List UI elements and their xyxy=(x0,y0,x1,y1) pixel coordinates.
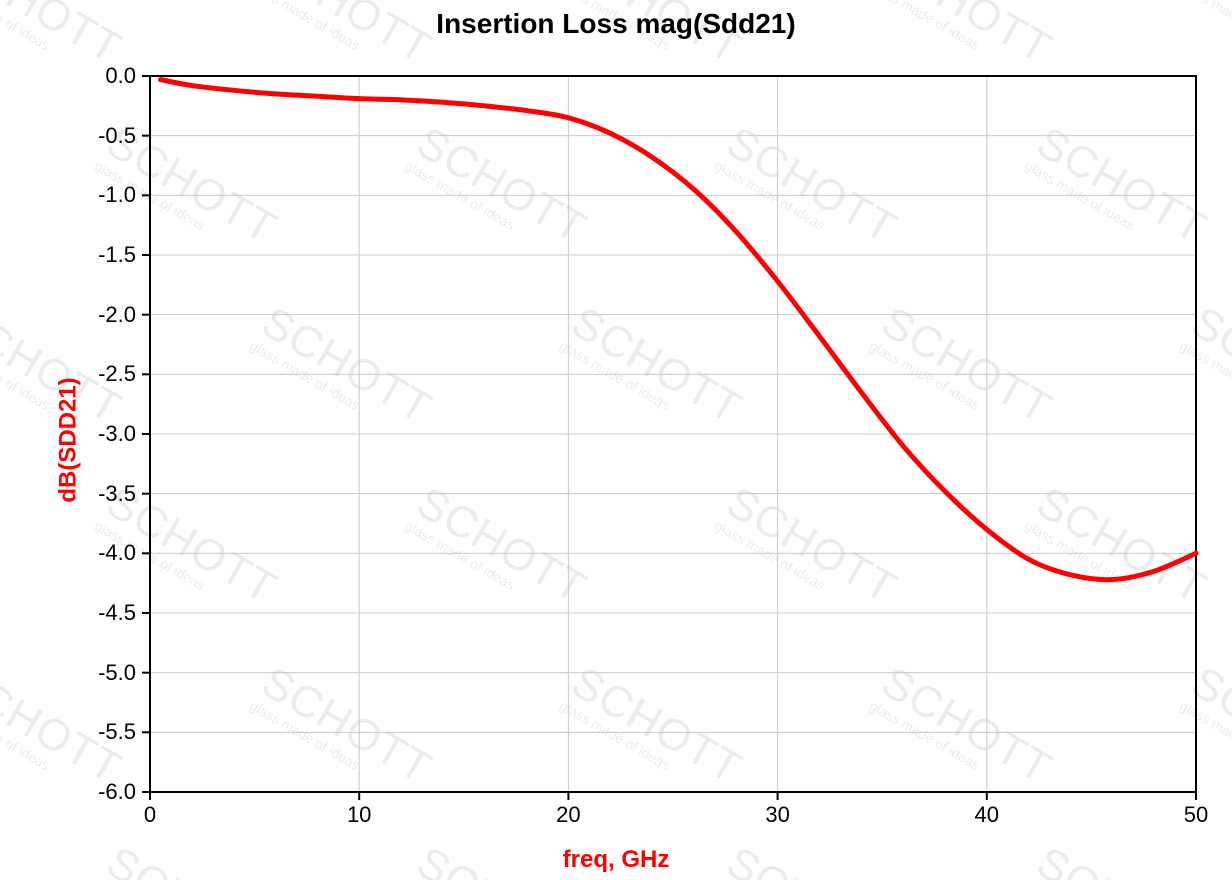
plot-area xyxy=(150,76,1196,792)
y-tick-label: -6.0 xyxy=(98,779,136,805)
x-tick-label: 0 xyxy=(144,802,156,828)
chart-root: SCHOTTglass made of ideasSCHOTTglass mad… xyxy=(0,0,1232,880)
y-axis-label: dB(SDD21) xyxy=(55,377,83,502)
x-tick-label: 30 xyxy=(765,802,789,828)
watermark-main-text: SCHOTT xyxy=(1028,837,1215,880)
y-tick-label: 0.0 xyxy=(105,63,136,89)
y-tick-label: -4.5 xyxy=(98,600,136,626)
y-tick-label: -0.5 xyxy=(98,123,136,149)
y-tick-label: -5.0 xyxy=(98,660,136,686)
x-tick-label: 20 xyxy=(556,802,580,828)
watermark-main-text: SCHOTT xyxy=(98,837,285,880)
x-axis-label: freq, GHz xyxy=(563,846,670,874)
y-tick-label: -2.5 xyxy=(98,361,136,387)
y-tick-label: -3.5 xyxy=(98,481,136,507)
y-tick-label: -4.0 xyxy=(98,540,136,566)
watermark-unit: SCHOTTglass made of ideas xyxy=(92,837,285,880)
plot-svg xyxy=(150,76,1196,792)
watermark-main-text: SCHOTT xyxy=(718,837,905,880)
series-line xyxy=(160,80,1196,580)
watermark-sub-text: glass made of ideas xyxy=(0,337,107,444)
y-tick-label: -1.5 xyxy=(98,242,136,268)
y-tick-label: -5.5 xyxy=(98,719,136,745)
x-tick-label: 10 xyxy=(347,802,371,828)
x-tick-label: 50 xyxy=(1184,802,1208,828)
y-tick-label: -2.0 xyxy=(98,302,136,328)
watermark-unit: SCHOTTglass made of ideas xyxy=(1022,837,1215,880)
chart-title: Insertion Loss mag(Sdd21) xyxy=(0,8,1232,40)
y-tick-label: -3.0 xyxy=(98,421,136,447)
watermark-sub-text: glass made of ideas xyxy=(0,697,107,804)
x-tick-label: 40 xyxy=(975,802,999,828)
y-tick-label: -1.0 xyxy=(98,182,136,208)
watermark-unit: SCHOTTglass made of ideas xyxy=(712,837,905,880)
